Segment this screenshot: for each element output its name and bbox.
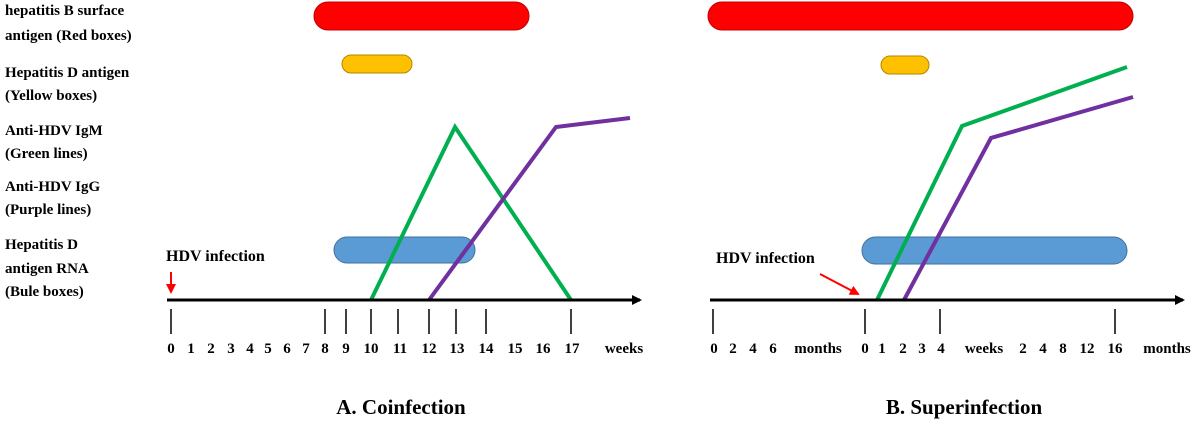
tick-label: 9 bbox=[342, 341, 350, 357]
tick-label: 4 bbox=[1039, 341, 1047, 357]
tick-label: 0 bbox=[167, 341, 175, 357]
tick-label: 6 bbox=[283, 341, 291, 357]
legend-igm-line2: (Green lines) bbox=[5, 146, 88, 162]
tick-label: 14 bbox=[479, 341, 495, 357]
legend-rna-line3: (Bule boxes) bbox=[5, 284, 84, 300]
tick-label: 0 bbox=[710, 341, 718, 357]
tick-label: 1 bbox=[878, 341, 886, 357]
superinfection-hbsag-box bbox=[707, 1, 1134, 31]
tick-label: 3 bbox=[227, 341, 235, 357]
tick-label: 8 bbox=[1059, 341, 1067, 357]
tick-label: 2 bbox=[729, 341, 737, 357]
tick-label: 5 bbox=[264, 341, 272, 357]
tick-label: 4 bbox=[246, 341, 254, 357]
unit-label: weeks bbox=[605, 341, 643, 357]
tick-label: 7 bbox=[302, 341, 310, 357]
tick-label: 10 bbox=[364, 341, 379, 357]
legend-hdag-line2: (Yellow boxes) bbox=[5, 88, 97, 104]
legend-rna-line2: antigen RNA bbox=[5, 261, 89, 277]
coinfection-title: A. Coinfection bbox=[336, 395, 466, 419]
tick-label: 0 bbox=[861, 341, 869, 357]
tick-label: 16 bbox=[1108, 341, 1124, 357]
superinfection-infection-label: HDV infection bbox=[716, 250, 815, 267]
tick-label: 12 bbox=[1080, 341, 1095, 357]
tick-label: 11 bbox=[393, 341, 407, 357]
legend-igm-line1: Anti-HDV IgM bbox=[5, 123, 103, 139]
legend-hbsag-line1: hepatitis B surface bbox=[5, 3, 125, 19]
coinfection-igg-line bbox=[427, 116, 631, 302]
coinfection-hbsag-box bbox=[313, 1, 530, 31]
tick-label: 2 bbox=[207, 341, 215, 357]
tick-label: 4 bbox=[937, 341, 945, 357]
tick-label: 3 bbox=[918, 341, 926, 357]
superinfection-infection-arrow bbox=[819, 273, 860, 295]
tick-label: 16 bbox=[536, 341, 552, 357]
tick-label: 1 bbox=[187, 341, 195, 357]
legend: hepatitis B surface antigen (Red boxes) … bbox=[5, 3, 132, 300]
tick-label: 13 bbox=[450, 341, 465, 357]
panel-coinfection: HDV infection 0 1 2 3 4 5 6 7 8 9 10 11 … bbox=[166, 1, 643, 419]
panel-superinfection: HDV infection 0 2 4 6 months 0 1 2 3 4 w… bbox=[707, 1, 1191, 419]
coinfection-rna-box bbox=[333, 236, 476, 264]
coinfection-igm-line bbox=[369, 122, 573, 302]
legend-igg-line1: Anti-HDV IgG bbox=[5, 179, 100, 195]
legend-rna-line1: Hepatitis D bbox=[5, 237, 78, 253]
tick-label: months bbox=[794, 341, 842, 357]
legend-igg-line2: (Purple lines) bbox=[5, 202, 91, 218]
superinfection-title: B. Superinfection bbox=[886, 395, 1043, 419]
coinfection-infection-label: HDV infection bbox=[166, 248, 265, 265]
unit-label: months bbox=[1143, 341, 1191, 357]
tick-label: 12 bbox=[422, 341, 437, 357]
superinfection-hdag-box bbox=[880, 55, 930, 75]
tick-label: 17 bbox=[565, 341, 581, 357]
superinfection-tick-labels: 0 2 4 6 months 0 1 2 3 4 weeks 2 4 8 12 … bbox=[710, 341, 1191, 357]
tick-label: 2 bbox=[899, 341, 907, 357]
tick-label: 2 bbox=[1019, 341, 1027, 357]
tick-label: weeks bbox=[965, 341, 1003, 357]
superinfection-igm-line bbox=[875, 65, 1128, 301]
superinfection-igg-line bbox=[902, 95, 1134, 301]
tick-label: 6 bbox=[769, 341, 777, 357]
legend-hbsag-line2: antigen (Red boxes) bbox=[5, 28, 132, 44]
coinfection-tick-marks bbox=[170, 309, 572, 334]
legend-hdag-line1: Hepatitis D antigen bbox=[5, 65, 130, 81]
tick-label: 15 bbox=[508, 341, 523, 357]
tick-label: 4 bbox=[749, 341, 757, 357]
coinfection-hdag-box bbox=[341, 54, 413, 74]
superinfection-tick-marks bbox=[712, 309, 1116, 334]
coinfection-tick-labels: 0 1 2 3 4 5 6 7 8 9 10 11 12 13 14 15 16… bbox=[167, 341, 643, 357]
tick-label: 8 bbox=[321, 341, 329, 357]
